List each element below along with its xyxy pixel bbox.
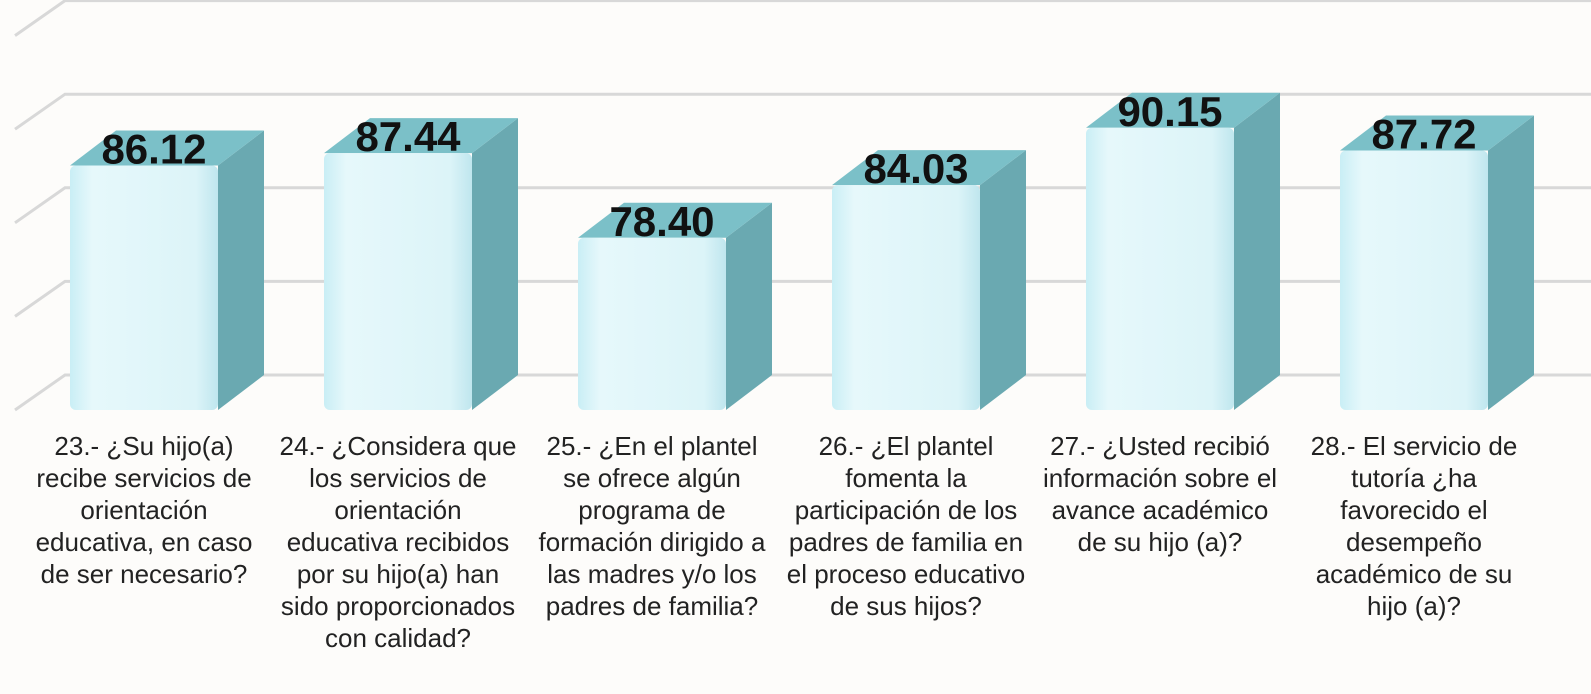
bar-top (70, 130, 264, 166)
value-label: 87.72 (1371, 111, 1476, 158)
value-label: 90.15 (1117, 88, 1222, 135)
bar (1340, 115, 1534, 410)
bar-top (1086, 92, 1280, 128)
bar-top (1340, 115, 1534, 151)
grid-line (14, 279, 1591, 318)
x-tick-label: 27.- ¿Usted recibió información sobre el… (1042, 431, 1278, 557)
x-tick-label: 23.- ¿Su hijo(a) recibe servicios de ori… (35, 431, 253, 589)
bar-side (218, 130, 264, 411)
bar-side (980, 150, 1026, 410)
bar-side (726, 202, 772, 410)
grid-line (14, 0, 1591, 37)
bar (832, 150, 1026, 410)
x-tick-label: 24.- ¿Considera que los servicios de ori… (279, 431, 517, 653)
bar-front (832, 185, 980, 410)
grid-line (14, 186, 1591, 225)
x-tick-label: 28.- El servicio de tutoría ¿ha favoreci… (1310, 431, 1518, 621)
bar-side (1234, 92, 1280, 411)
bar (1086, 92, 1280, 411)
bar-top (324, 118, 518, 154)
bar-side (472, 118, 518, 411)
bar-top (832, 150, 1026, 186)
bar (578, 202, 772, 410)
bar-front (70, 165, 218, 410)
grid-line (14, 373, 1591, 412)
value-label: 78.40 (609, 198, 714, 245)
bar-front (324, 153, 472, 410)
x-tick-label: 25.- ¿En el plantel se ofrece algún prog… (538, 431, 766, 621)
bar-front (1086, 127, 1234, 411)
bar (70, 130, 264, 411)
grid-line (14, 92, 1591, 131)
value-label: 86.12 (101, 126, 206, 173)
value-label: 87.44 (355, 113, 461, 160)
bar-top (578, 202, 772, 238)
bar-front (578, 237, 726, 410)
bar-side (1488, 115, 1534, 410)
bar-front (1340, 150, 1488, 410)
value-label: 84.03 (863, 145, 968, 192)
bar (324, 118, 518, 411)
x-tick-label: 26.- ¿El plantel fomenta la participació… (786, 431, 1026, 621)
